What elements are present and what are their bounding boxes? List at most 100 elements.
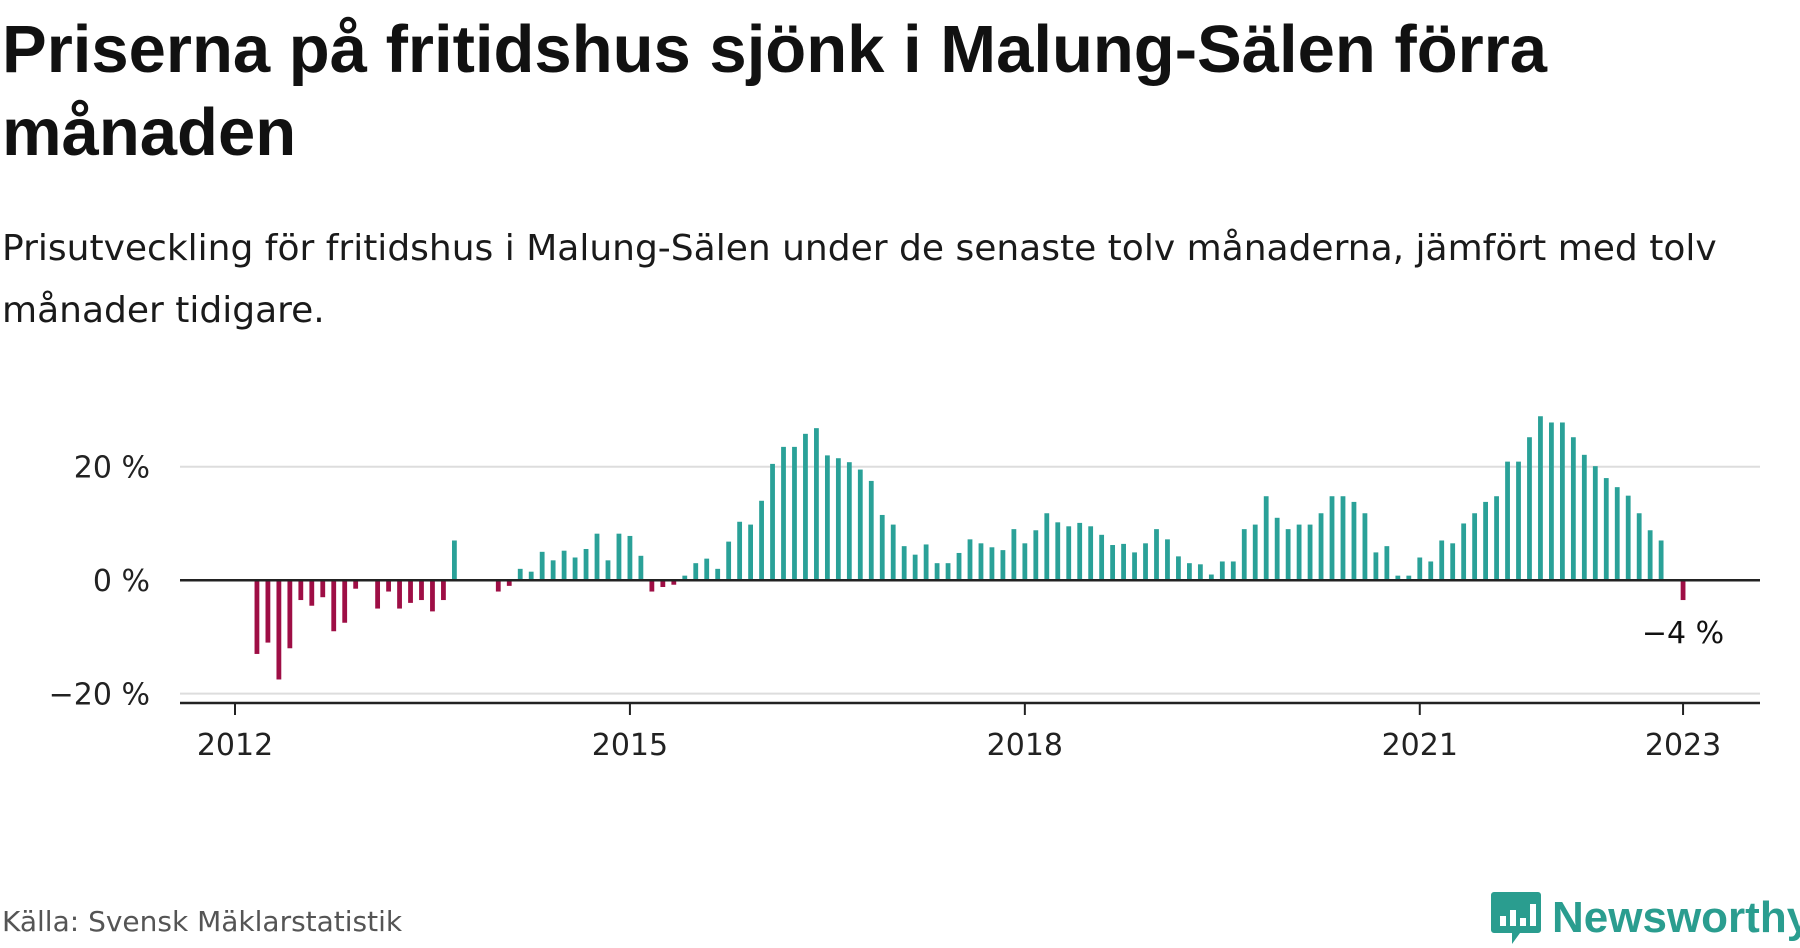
bar <box>1132 552 1137 581</box>
bar <box>1088 526 1094 581</box>
bar <box>1022 543 1028 581</box>
bar <box>638 555 644 581</box>
bar <box>1318 513 1324 581</box>
bar <box>1340 496 1346 581</box>
bar <box>1143 543 1148 581</box>
bar <box>1538 416 1543 581</box>
bar <box>1230 561 1236 581</box>
bar <box>1516 461 1521 581</box>
bar <box>1285 529 1291 581</box>
bar <box>572 557 578 581</box>
bar <box>1527 437 1532 581</box>
bar <box>1570 437 1576 581</box>
bar <box>583 548 589 581</box>
chart-title: Priserna på fritidshus sjönk i Malung-Sä… <box>2 12 1548 170</box>
bar <box>704 558 710 581</box>
bar <box>397 580 402 609</box>
axes <box>180 578 1760 715</box>
bar <box>320 580 326 598</box>
bar <box>495 580 501 592</box>
bar <box>276 580 282 680</box>
bar <box>627 535 633 581</box>
bar <box>682 575 688 581</box>
chart-subtitle: Prisutveckling för fritidshus i Malung-S… <box>2 228 1717 331</box>
bar <box>649 580 655 592</box>
brand-name: Newsworthy <box>1552 893 1800 942</box>
bar <box>1252 524 1258 581</box>
bar <box>1647 530 1653 581</box>
bar <box>759 500 764 581</box>
bar <box>430 580 435 612</box>
bar <box>978 543 984 581</box>
bar <box>1055 522 1061 581</box>
bar <box>956 552 962 581</box>
bar <box>506 580 512 586</box>
bar <box>528 571 534 581</box>
bar <box>342 580 348 623</box>
bar <box>824 455 830 581</box>
bar <box>287 580 293 649</box>
bar <box>781 446 786 581</box>
bar <box>1208 574 1214 581</box>
bar <box>539 551 545 581</box>
bar <box>1154 529 1159 581</box>
bar <box>1373 552 1379 581</box>
gridlines <box>180 465 1760 695</box>
bar <box>1505 461 1510 581</box>
bar <box>1461 523 1467 581</box>
bar <box>1384 546 1390 581</box>
bar <box>1581 454 1587 581</box>
bar <box>737 521 743 581</box>
tick-labels: −20 % 0 % 20 % 2012 2015 2018 2021 2023 −4 % <box>49 451 1725 763</box>
bar <box>1395 575 1401 581</box>
bar <box>912 554 918 581</box>
bar <box>923 544 929 581</box>
bar <box>901 546 907 581</box>
bar <box>375 580 381 609</box>
bar <box>1494 496 1499 581</box>
bar <box>1011 529 1017 581</box>
bar <box>441 580 446 601</box>
bar <box>792 446 797 581</box>
x-tick-label: 2018 <box>987 728 1063 763</box>
bar <box>1165 539 1170 581</box>
bar <box>1614 487 1620 581</box>
bar <box>726 541 732 581</box>
bar <box>1066 526 1072 581</box>
bar <box>309 580 315 606</box>
bar <box>1549 422 1554 581</box>
bar <box>989 547 995 581</box>
bar <box>408 580 413 603</box>
bar <box>1417 557 1423 581</box>
bar <box>1603 478 1609 581</box>
bar <box>1658 540 1664 581</box>
bar <box>616 533 622 581</box>
bar <box>419 580 424 601</box>
brand-logo[interactable]: Newsworthy <box>1490 890 1800 946</box>
bar <box>868 480 874 581</box>
bar <box>1450 543 1456 581</box>
bar <box>1483 501 1488 581</box>
source-note: Källa: Svensk Mäklarstatistik <box>2 905 403 938</box>
bar <box>945 563 951 581</box>
bar <box>353 580 359 589</box>
bar <box>814 428 819 581</box>
y-tick-label: −20 % <box>49 678 150 713</box>
bar <box>1472 513 1478 581</box>
bar <box>1176 556 1181 581</box>
bar <box>517 568 523 581</box>
bar <box>693 563 699 581</box>
bar <box>715 568 721 581</box>
x-tick-label: 2023 <box>1645 728 1721 763</box>
bar <box>1263 496 1269 581</box>
bar <box>1197 564 1203 581</box>
bar <box>1406 575 1412 581</box>
bar <box>1636 513 1642 581</box>
bar <box>1351 501 1357 581</box>
x-tick-label: 2012 <box>197 728 273 763</box>
bar <box>1428 561 1434 581</box>
bar <box>1680 580 1686 601</box>
bar <box>265 580 271 643</box>
bar <box>1329 496 1335 581</box>
bar <box>1439 540 1445 581</box>
